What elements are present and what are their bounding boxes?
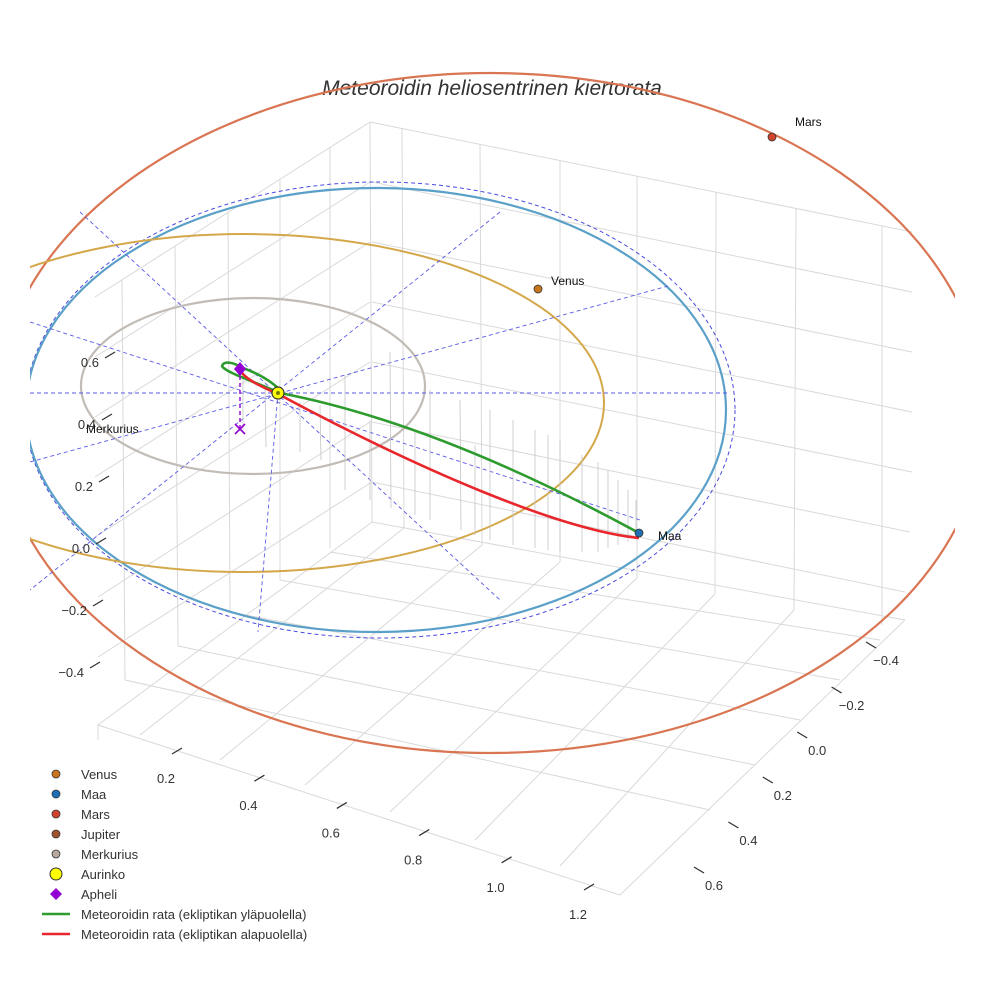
legend-circle-swatch xyxy=(51,789,61,799)
legend-item: Merkurius xyxy=(51,847,139,862)
legend: Venus Maa Mars Jupiter Merkurius Aurinko Aphel… xyxy=(42,767,307,942)
legend-item: Meteoroidin rata (ekliptikan alapuolella… xyxy=(42,927,307,942)
x-tick-label: 1.2 xyxy=(569,907,587,922)
aphelion-marker xyxy=(234,362,246,376)
legend-label: Meteoroidin rata (ekliptikan alapuolella… xyxy=(81,927,307,942)
x-tick-mark xyxy=(171,747,183,755)
grid xyxy=(94,121,913,896)
venus-orbit xyxy=(30,233,605,573)
meteoroid-orbit-below xyxy=(238,369,640,540)
maa-orbit xyxy=(30,186,727,634)
legend-label: Mars xyxy=(81,807,110,822)
legend-item: Meteoroidin rata (ekliptikan yläpuolella… xyxy=(42,907,306,922)
venus-label: Venus xyxy=(551,274,584,288)
legend-circle-swatch xyxy=(51,809,61,819)
x-tick-mark xyxy=(583,883,595,891)
mars-orbit xyxy=(30,72,955,754)
legend-label: Jupiter xyxy=(81,827,121,842)
maa-label: Maa xyxy=(658,529,682,543)
z-tick-mark xyxy=(98,475,110,483)
z-tick-label: −0.4 xyxy=(58,665,84,680)
legend-circle-swatch xyxy=(49,867,63,881)
y-tick-mark xyxy=(865,641,877,649)
z-tick-mark xyxy=(89,661,101,669)
y-tick-mark xyxy=(796,731,808,739)
x-axis-ticks: 0.2 0.4 0.6 0.8 1.0 1.2 xyxy=(157,747,595,922)
y-tick-mark xyxy=(762,776,774,784)
legend-item: Apheli xyxy=(50,887,117,902)
y-tick-label: 0.0 xyxy=(808,743,826,758)
legend-label: Meteoroidin rata (ekliptikan yläpuolella… xyxy=(81,907,306,922)
legend-item: Aurinko xyxy=(49,867,125,882)
z-tick-mark xyxy=(104,351,116,359)
x-tick-label: 0.2 xyxy=(157,771,175,786)
legend-label: Merkurius xyxy=(81,847,139,862)
x-tick-label: 0.6 xyxy=(322,825,340,840)
venus-marker xyxy=(533,284,543,294)
x-tick-label: 1.0 xyxy=(487,880,505,895)
x-tick-mark xyxy=(336,801,348,809)
legend-item: Jupiter xyxy=(51,827,121,842)
legend-circle-swatch xyxy=(51,829,61,839)
y-tick-label: −0.2 xyxy=(839,698,865,713)
legend-item: Mars xyxy=(51,807,110,822)
legend-label: Venus xyxy=(81,767,118,782)
z-tick-label: 0.0 xyxy=(72,541,90,556)
mars-label: Mars xyxy=(795,115,822,129)
y-tick-label: 0.2 xyxy=(774,788,792,803)
z-tick-label: 0.2 xyxy=(75,479,93,494)
z-tick-label: 0.4 xyxy=(78,417,96,432)
projection-lines xyxy=(242,351,637,552)
z-tick-mark xyxy=(92,599,104,607)
y-axis-ticks: −0.4 −0.2 0.0 0.2 0.4 0.6 xyxy=(693,641,899,893)
merkurius-label: Merkurius xyxy=(86,422,139,436)
z-axis-ticks: −0.4 −0.2 0.0 0.2 0.4 0.6 xyxy=(58,351,116,680)
maa-marker xyxy=(634,528,644,538)
z-tick-label: −0.2 xyxy=(61,603,87,618)
chart-title: Meteoroidin heliosentrinen kiertorata xyxy=(322,77,662,100)
z-tick-mark xyxy=(95,537,107,545)
z-tick-mark xyxy=(101,413,113,421)
legend-circle-swatch xyxy=(51,849,61,859)
legend-circle-swatch xyxy=(51,769,61,779)
z-tick-label: 0.6 xyxy=(81,355,99,370)
x-tick-mark xyxy=(418,829,430,837)
merkurius-orbit xyxy=(79,296,427,476)
y-tick-mark xyxy=(728,821,739,829)
y-tick-label: 0.6 xyxy=(705,878,723,893)
y-tick-mark xyxy=(831,686,842,694)
sun-center xyxy=(276,391,280,395)
y-tick-label: −0.4 xyxy=(873,653,899,668)
legend-diamond-swatch xyxy=(50,888,62,900)
mars-marker xyxy=(767,132,777,142)
x-tick-mark xyxy=(254,774,265,782)
y-tick-label: 0.4 xyxy=(739,833,757,848)
y-tick-mark xyxy=(693,866,705,874)
aphelion-projection-marker xyxy=(234,423,246,435)
x-tick-label: 0.8 xyxy=(404,853,422,868)
legend-label: Aurinko xyxy=(81,867,125,882)
x-tick-mark xyxy=(501,856,512,864)
legend-label: Maa xyxy=(81,787,107,802)
maa-orbit-reference xyxy=(30,181,736,639)
legend-item: Venus xyxy=(51,767,118,782)
meteoroid-orbit-above xyxy=(220,361,640,535)
x-tick-label: 0.4 xyxy=(239,798,257,813)
legend-item: Maa xyxy=(51,787,107,802)
legend-label: Apheli xyxy=(81,887,117,902)
